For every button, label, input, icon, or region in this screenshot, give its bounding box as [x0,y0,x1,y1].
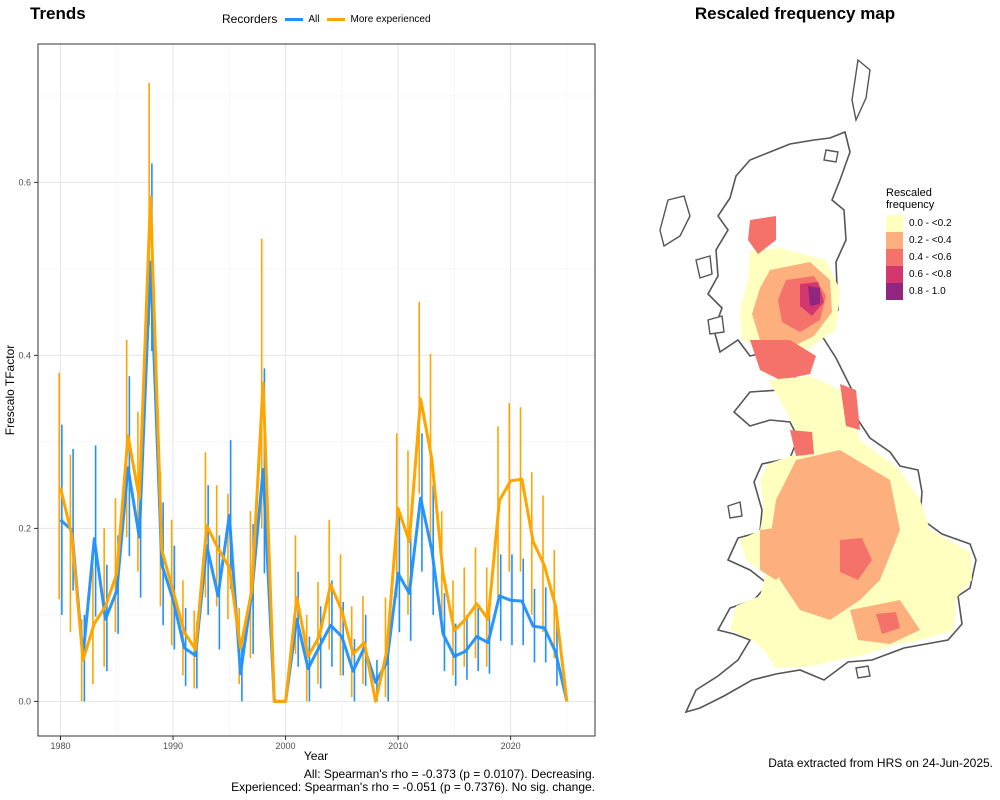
map-legend-row: 0.6 - <0.8 [886,266,952,283]
legend-swatch-experienced [327,17,346,21]
x-tick-label: 2020 [501,741,521,751]
legend-item-experienced: More experienced [327,13,431,25]
map-legend-swatch [886,215,903,232]
map-credit: Data extracted from HRS on 24-Jun-2025. [768,756,993,770]
legend-swatch-all [285,17,304,21]
island-anglesey [727,501,743,519]
error-bars [58,82,558,702]
map-legend-label: 0.2 - <0.4 [909,235,952,246]
stat-note-all: All: Spearman's rho = -0.373 (p = 0.0107… [303,767,595,781]
map-legend-label: 0.0 - <0.2 [909,218,952,229]
y-tick-label: 0.0 [18,696,31,706]
island-orkney [823,149,839,163]
patch-north-coast [748,216,776,254]
map-legend-title: Rescaled frequency [886,187,952,211]
frequency-patches [730,216,972,668]
patch-south-peak [876,612,900,634]
legend-label-experienced: More experienced [350,13,431,25]
patch-high-england [840,538,872,580]
map-legend: Rescaled frequency 0.0 - <0.2 0.2 - <0.4… [886,187,952,300]
chart-title: Trends [30,4,86,23]
map-legend-title-line1: Rescaled [886,187,932,199]
y-tick-label: 0.6 [18,177,31,187]
frequency-map [659,58,977,714]
legend-label-all: All [308,13,320,25]
series-lines [59,195,569,703]
y-tick-label: 0.4 [18,350,31,360]
stat-note-experienced: Experienced: Spearman's rho = -0.051 (p … [231,780,595,794]
y-tick-label: 0.2 [18,523,31,533]
map-title: Rescaled frequency map [694,4,896,23]
patch-central-belt [750,340,816,380]
island-skye [695,255,713,279]
x-axis-label: Year [304,749,328,763]
island-lewis [659,195,691,248]
chart-legend: Recorders All More experienced [222,12,439,26]
island-outlines [659,58,871,679]
map-legend-row: 0.2 - <0.4 [886,232,952,249]
patch-east-coast [840,384,860,430]
map-legend-row: 0.0 - <0.2 [886,215,952,232]
patch-mid-england [770,450,900,620]
x-tick-label: 1980 [50,741,70,751]
patch-wales [760,526,796,580]
grid-lines [38,44,595,736]
x-tick-label: 1990 [163,741,183,751]
legend-title: Recorders [222,12,278,26]
x-tick-label: 2000 [276,741,296,751]
statistics-notes: All: Spearman's rho = -0.373 (p = 0.0107… [150,768,595,794]
map-legend-label: 0.8 - 1.0 [909,286,946,297]
series-line-experienced [59,195,569,703]
series-line-all [59,260,569,703]
y-axis-label: Frescalo TFactor [3,345,17,435]
axis-ticks: 1980 1990 2000 2010 2020 0.0 0.2 0.4 0.6 [18,177,520,751]
plot-frame [37,43,596,737]
map-legend-swatch [886,283,903,300]
map-legend-label: 0.6 - <0.8 [909,269,952,280]
map-legend-label: 0.4 - <0.6 [909,252,952,263]
island-shetland [851,58,871,123]
map-legend-title-line2: frequency [886,199,935,211]
legend-item-all: All [285,14,319,25]
patch-west-coast [790,430,814,456]
island-wight [855,665,871,679]
x-tick-label: 2010 [388,741,408,751]
map-legend-swatch [886,249,903,266]
trend-chart: 1980 1990 2000 2010 2020 0.0 0.2 0.4 0.6 Year Fr… [3,43,596,763]
map-legend-swatch [886,266,903,283]
patch-top-scotland [808,286,820,306]
map-legend-row: 0.8 - 1.0 [886,283,952,300]
map-legend-row: 0.4 - <0.6 [886,249,952,266]
map-legend-swatch [886,232,903,249]
island-mull [707,315,725,335]
